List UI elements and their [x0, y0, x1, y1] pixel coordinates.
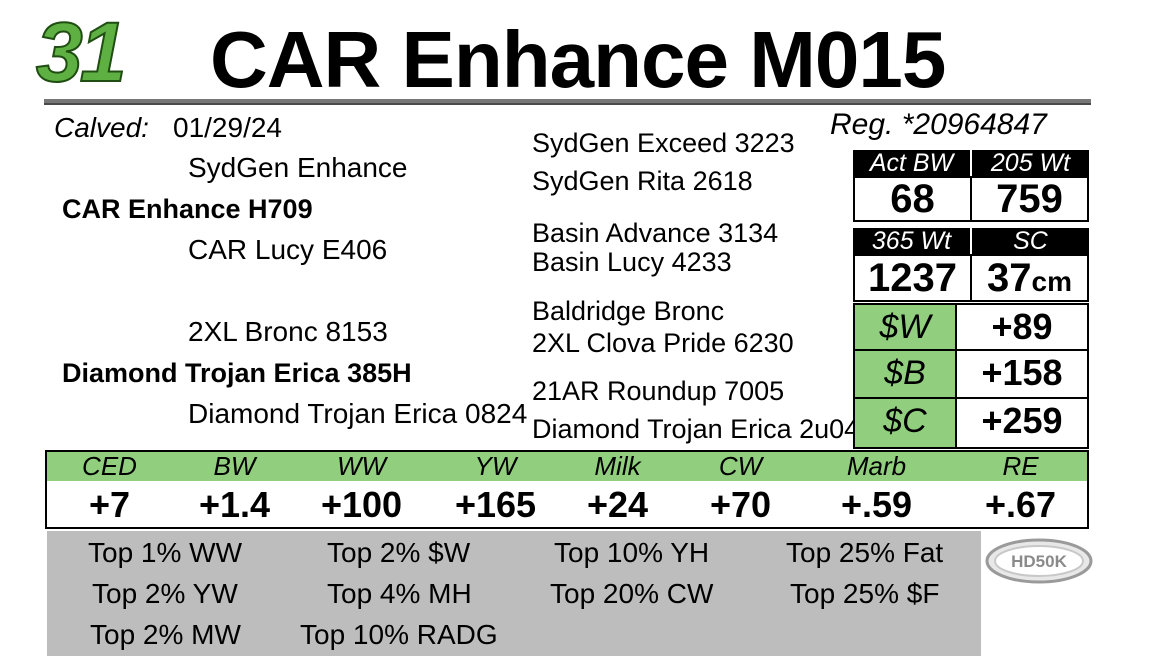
- epd-table: CED BW WW YW Milk CW Marb RE +7 +1.4 +10…: [45, 450, 1089, 529]
- act-bw-value: 68: [853, 176, 972, 222]
- sc-value: 37cm: [970, 254, 1089, 302]
- epd-label-yw: YW: [474, 451, 517, 481]
- epd-value-marb: +.59: [840, 484, 913, 525]
- percentile-item: Top 25% $F: [790, 578, 940, 609]
- wt205-value: 759: [970, 176, 1089, 222]
- percentile-box: Top 1% WW Top 2% $W Top 10% YH Top 25% F…: [47, 531, 981, 656]
- sc-number: 37: [987, 256, 1032, 300]
- calved-label: Calved:: [54, 112, 149, 143]
- epd-label-bw: BW: [213, 451, 256, 481]
- percentile-item: Top 2% YW: [92, 578, 238, 609]
- epd-value-bw: +1.4: [198, 484, 271, 525]
- sire-sire: SydGen Enhance: [188, 152, 408, 183]
- hd50k-logo-icon: HD50K: [985, 538, 1093, 584]
- epd-value-yw: +165: [454, 484, 537, 525]
- index-value-w: +89: [955, 303, 1089, 351]
- sire-dam: CAR Lucy E406: [188, 234, 388, 265]
- lot-number: 31: [35, 5, 127, 99]
- epd-label-marb: Marb: [846, 451, 907, 481]
- sc-label: SC: [972, 228, 1089, 254]
- epd-value-re: +.67: [984, 484, 1057, 525]
- percentile-item: Top 20% CW: [550, 578, 714, 609]
- dam-sire-dam: 2XL Clova Pride 6230: [532, 328, 794, 358]
- sire-sire-sire: SydGen Exceed 3223: [532, 128, 795, 158]
- dam-dam: Diamond Trojan Erica 0824: [188, 398, 528, 429]
- animal-name-title: CAR Enhance M015: [210, 15, 946, 104]
- percentile-item: Top 2% $W: [327, 537, 471, 568]
- dam-dam-dam: Diamond Trojan Erica 2u04: [532, 414, 860, 444]
- percentile-item: Top 25% Fat: [786, 537, 944, 568]
- percentile-item: Top 1% WW: [88, 537, 243, 568]
- epd-label-re: RE: [1002, 451, 1039, 481]
- header-rule: [44, 99, 1091, 105]
- sire-sire-dam: SydGen Rita 2618: [532, 166, 753, 196]
- percentile-item: Top 10% YH: [554, 537, 710, 568]
- percentile-item: Top 10% RADG: [300, 619, 498, 650]
- index-value-b: +158: [955, 349, 1089, 399]
- percentile-item: Top 4% MH: [327, 578, 472, 609]
- sire-dam-dam: Basin Lucy 4233: [532, 247, 732, 277]
- registration-number: Reg. *20964847: [830, 108, 1047, 141]
- sc-unit: cm: [1031, 266, 1072, 297]
- epd-label-ww: WW: [336, 451, 387, 481]
- epd-value-ww: +100: [320, 484, 403, 525]
- dam-sire-sire: Baldridge Bronc: [532, 296, 725, 326]
- dam-dam-sire: 21AR Roundup 7005: [532, 376, 785, 406]
- wt205-label: 205 Wt: [972, 150, 1089, 176]
- epd-header-row: CED BW WW YW Milk CW Marb RE: [47, 452, 1087, 481]
- dam-sire: 2XL Bronc 8153: [188, 316, 388, 347]
- wt365-value: 1237: [853, 254, 972, 302]
- wt365-label: 365 Wt: [853, 228, 970, 254]
- index-label-b: $B: [853, 349, 957, 399]
- epd-label-cw: CW: [718, 451, 763, 481]
- epd-value-milk: +24: [586, 484, 649, 525]
- dam: Diamond Trojan Erica 385H: [62, 358, 412, 388]
- calved-date: 01/29/24: [173, 112, 282, 143]
- sire: CAR Enhance H709: [62, 194, 313, 224]
- index-label-c: $C: [853, 397, 957, 449]
- epd-value-cw: +70: [709, 484, 772, 525]
- act-bw-label: Act BW: [853, 150, 970, 176]
- index-value-c: +259: [955, 397, 1089, 449]
- percentile-item: Top 2% MW: [90, 619, 241, 650]
- epd-value-ced: +7: [88, 484, 131, 525]
- sire-dam-sire: Basin Advance 3134: [532, 218, 779, 248]
- epd-label-ced: CED: [82, 451, 137, 481]
- logo-text: HD50K: [1011, 552, 1067, 571]
- index-label-w: $W: [853, 303, 957, 351]
- epd-label-milk: Milk: [594, 451, 641, 481]
